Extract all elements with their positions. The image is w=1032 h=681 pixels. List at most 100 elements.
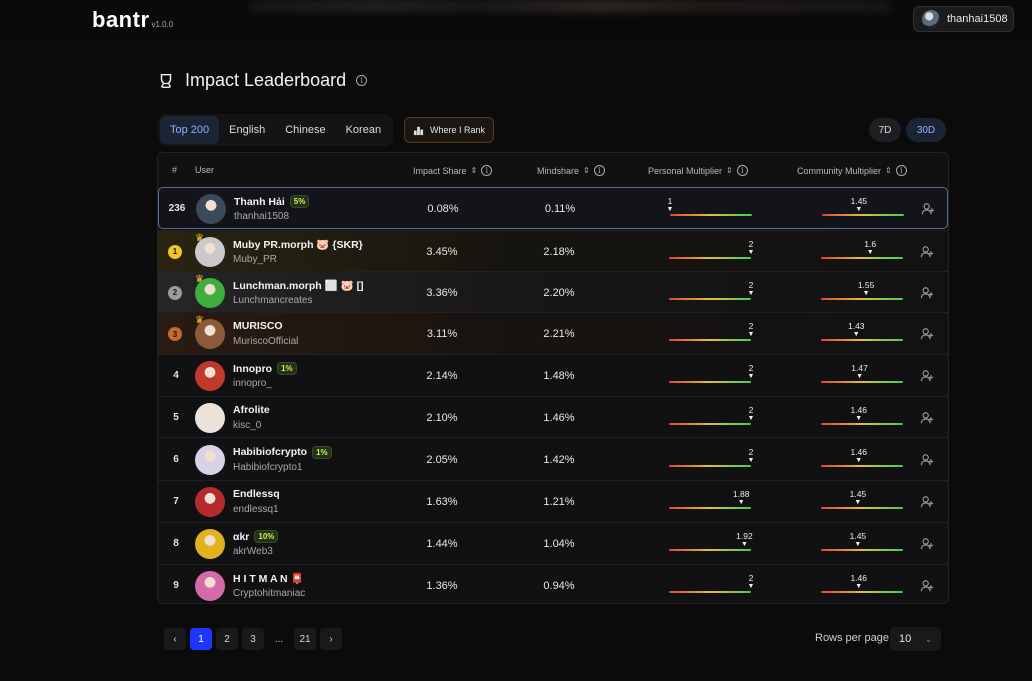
tab-english[interactable]: English [229, 124, 266, 136]
user-name[interactable]: Lunchman.morph ⬜ 🐷 [] [233, 279, 364, 292]
info-icon[interactable]: i [895, 165, 907, 176]
where-i-rank-button[interactable]: Where I Rank [404, 117, 495, 143]
user-handle: Cryptohitmaniac [233, 587, 306, 599]
avatar[interactable] [195, 402, 225, 433]
follow-user-icon[interactable] [920, 453, 934, 467]
period-30d-button[interactable]: 30D [906, 118, 946, 142]
follow-user-icon[interactable] [920, 327, 934, 341]
avatar[interactable] [195, 570, 225, 601]
page-button-2[interactable]: 2 [216, 628, 238, 650]
period-7d-button[interactable]: 7D [869, 118, 901, 142]
next-page-button[interactable]: › [320, 628, 342, 650]
community-multiplier-value: 1.55 [857, 279, 875, 290]
info-icon[interactable]: i [481, 165, 493, 176]
avatar[interactable] [195, 529, 225, 559]
personal-multiplier-value: 1 [667, 196, 673, 206]
top-bar: bantr v1.0.0 thanhai1508 [0, 0, 1032, 40]
tab-chinese[interactable]: Chinese [285, 124, 326, 136]
marker-icon: ▼ [747, 373, 755, 380]
marker-icon: ▼ [747, 582, 755, 590]
user-name[interactable]: MURISCO [233, 320, 283, 332]
user-handle: Lunchmancreates [233, 294, 313, 306]
table-row[interactable]: 4 Innopro 1% innopro_ 2.14% 1.48% 2 ▼ 1.47 ▼ [158, 354, 948, 396]
table-row[interactable]: 6 Habibiofcrypto 1% Habibiofcrypto1 2.05% 1.4… [158, 437, 948, 480]
marker-icon: ▼ [855, 206, 863, 213]
info-icon[interactable]: i [736, 165, 748, 176]
col-community-multiplier[interactable]: Community Multiplier ⇕ i [797, 165, 907, 176]
follow-user-icon[interactable] [920, 411, 934, 425]
prev-page-button[interactable]: ‹ [164, 628, 186, 650]
table-row[interactable]: 9 H I T M A N 📮 Cryptohitmaniac 1.36% 0.94% 2… [158, 564, 948, 603]
mindshare-value: 1.48% [543, 370, 575, 382]
mindshare-value: 0.11% [544, 203, 576, 215]
avatar[interactable] [195, 236, 225, 267]
table-row[interactable]: 5 Afrolite kisc_0 2.10% 1.46% 2 ▼ 1.46 ▼ [158, 396, 948, 437]
follow-user-icon[interactable] [920, 245, 934, 259]
mindshare-value: 1.04% [543, 538, 575, 550]
multiplier-bar [822, 214, 904, 216]
user-name[interactable]: H I T M A N 📮 [233, 572, 304, 585]
page-button-3[interactable]: 3 [242, 628, 264, 650]
tab-korean[interactable]: Korean [345, 124, 382, 136]
rank-number: 6 [173, 453, 179, 465]
page-button-1[interactable]: 1 [190, 628, 212, 650]
user-name[interactable]: Muby PR.morph 🐷 {SKR} [233, 238, 363, 251]
tab-top-200[interactable]: Top 200 [160, 116, 220, 144]
follow-user-icon[interactable] [920, 579, 934, 593]
avatar[interactable] [195, 361, 225, 391]
account-avatar [922, 10, 940, 28]
info-icon[interactable]: i [356, 75, 368, 86]
table-row[interactable]: 2 ♛ Lunchman.morph ⬜ 🐷 [] Lunchmancreates 3.… [158, 271, 948, 312]
mindshare-value: 2.20% [543, 286, 575, 299]
page-button-21[interactable]: 21 [294, 628, 316, 650]
col-impact-share[interactable]: Impact Share ⇕ i [413, 165, 493, 176]
follow-user-icon[interactable] [920, 495, 934, 509]
personal-multiplier: 2 ▼ [669, 280, 754, 310]
rows-per-page-select[interactable]: 10 ⌄ [890, 627, 941, 651]
rank-number: 4 [173, 370, 179, 381]
marker-icon: ▼ [854, 499, 862, 506]
user-name[interactable]: Thanh Hải 5% [234, 195, 310, 208]
info-icon[interactable]: i [593, 165, 605, 176]
avatar[interactable] [196, 194, 226, 224]
personal-multiplier: 2 ▼ [669, 446, 754, 477]
table-row[interactable]: 3 ♛ MURISCO MuriscoOfficial 3.11% 2.21% 2 ▼ 1.43… [158, 312, 948, 354]
follow-user-icon[interactable] [921, 202, 935, 216]
personal-multiplier-value: 1.92 [736, 531, 753, 541]
follow-user-icon[interactable] [920, 537, 934, 551]
user-name[interactable]: Habibiofcrypto 1% [233, 445, 332, 459]
community-multiplier-value: 1.45 [850, 196, 868, 206]
avatar[interactable] [195, 487, 225, 517]
community-multiplier: 1.6 ▼ [821, 239, 903, 269]
app-logo[interactable]: bantr v1.0.0 [92, 7, 174, 32]
avatar[interactable] [195, 444, 225, 475]
avatar[interactable] [195, 277, 225, 308]
user-name[interactable]: Afrolite [233, 403, 270, 416]
user-name[interactable]: αkr 10% [233, 530, 279, 543]
follow-user-icon[interactable] [920, 369, 934, 383]
rows-per-page-label: Rows per page: [815, 632, 893, 644]
personal-multiplier: 2 ▼ [669, 573, 754, 603]
impact-share-value: 1.63% [426, 496, 458, 508]
follow-user-icon[interactable] [920, 286, 934, 300]
table-row[interactable]: 1 ♛ Muby PR.morph 🐷 {SKR} Muby_PR 3.45% 2.18%… [158, 230, 948, 271]
col-personal-multiplier[interactable]: Personal Multiplier ⇕ i [648, 165, 748, 176]
personal-multiplier-value: 2 [748, 446, 754, 457]
table-row[interactable]: 236 Thanh Hải 5% thanhai1508 0.08% 0.11% 1 ▼ 1.4… [158, 187, 948, 229]
community-multiplier-value: 1.46 [850, 446, 867, 457]
rank-medal: 2 [168, 285, 182, 300]
table-row[interactable]: 8 αkr 10% akrWeb3 1.44% 1.04% 1.92 ▼ 1.45 ▼ [158, 522, 948, 564]
account-button[interactable]: thanhai1508 [913, 6, 1014, 32]
col-mindshare[interactable]: Mindshare ⇕ i [537, 165, 605, 176]
personal-multiplier-value: 2 [748, 404, 754, 415]
col-rank: # [172, 165, 178, 175]
leaderboard-table: # User Impact Share ⇕ i Mindshare ⇕ i Person… [157, 152, 949, 604]
marker-icon: ▼ [855, 414, 863, 422]
table-row[interactable]: 7 Endlessq endlessq1 1.63% 1.21% 1.88 ▼ 1.45 ▼ [158, 480, 948, 522]
user-name[interactable]: Endlessq [233, 488, 280, 500]
multiplier-bar [669, 297, 751, 300]
page-header: Impact Leaderboard i [157, 70, 368, 91]
mindshare-value: 0.94% [543, 579, 575, 592]
user-name[interactable]: Innopro 1% [233, 362, 297, 375]
avatar[interactable] [195, 319, 225, 349]
